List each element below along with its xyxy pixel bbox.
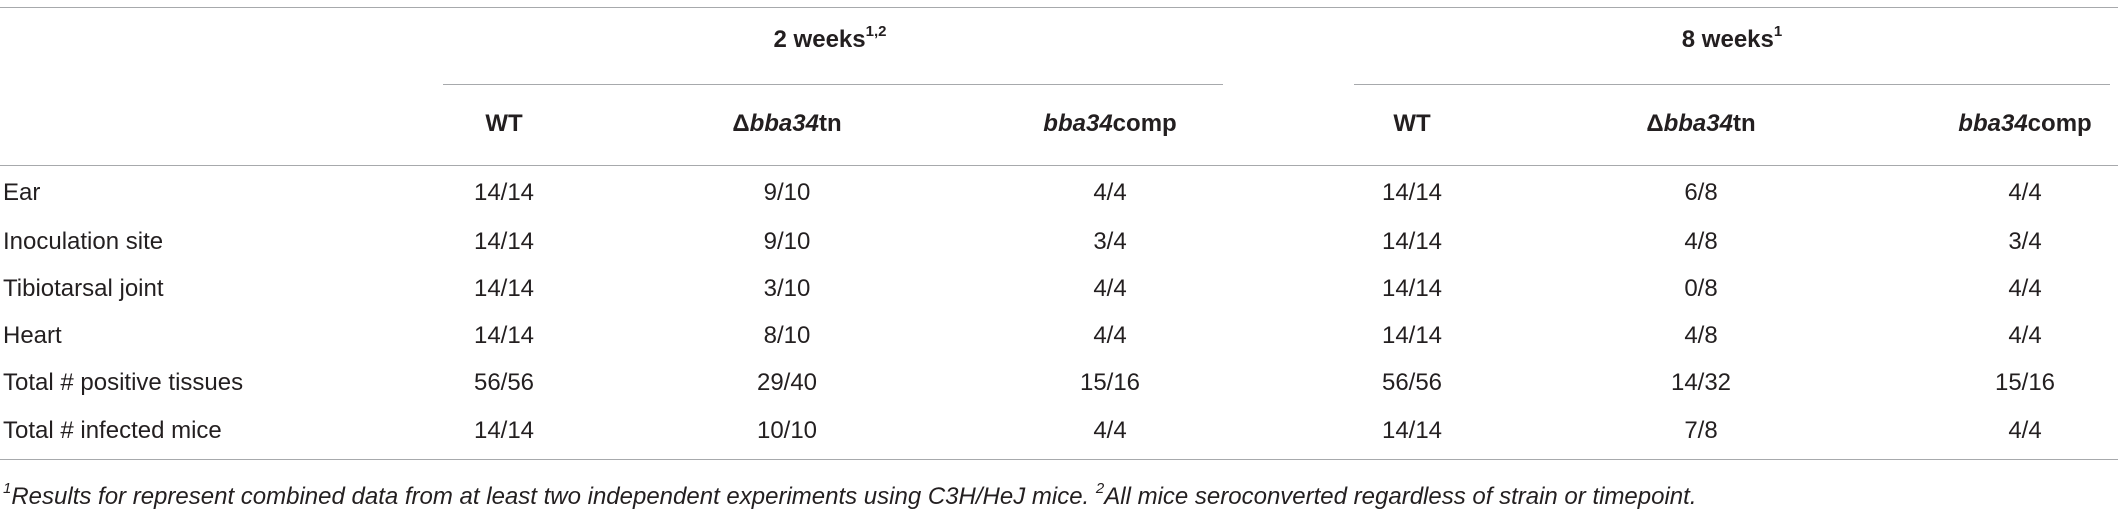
cell: 14/14 bbox=[473, 417, 535, 444]
cell: 14/14 bbox=[473, 322, 535, 349]
row-label: Inoculation site bbox=[3, 228, 164, 255]
cell: 14/14 bbox=[473, 179, 535, 206]
column-header: WT bbox=[1393, 109, 1430, 139]
footnote-text: Results for represent combined data from… bbox=[11, 483, 1096, 510]
cell: 4/4 bbox=[2008, 322, 2042, 349]
cell: 14/14 bbox=[1381, 322, 1443, 349]
header-rule bbox=[0, 165, 2118, 166]
cell: 14/14 bbox=[473, 228, 535, 255]
column-header: WT bbox=[485, 109, 522, 139]
cell: 0/8 bbox=[1684, 275, 1718, 302]
row-label: Heart bbox=[3, 322, 62, 349]
group-underline bbox=[1354, 84, 2110, 85]
cell: 4/4 bbox=[1093, 417, 1127, 444]
cell: 56/56 bbox=[473, 369, 535, 396]
row-label: Tibiotarsal joint bbox=[3, 275, 164, 302]
cell: 29/40 bbox=[756, 369, 818, 396]
group-sup: 1 bbox=[1773, 23, 1783, 40]
footnote-mark: 1 bbox=[3, 480, 12, 497]
cell: 7/8 bbox=[1684, 417, 1718, 444]
cell: 4/4 bbox=[2008, 417, 2042, 444]
header-part: comp bbox=[2027, 110, 2092, 137]
cell: 15/16 bbox=[1079, 369, 1141, 396]
cell: 15/16 bbox=[1994, 369, 2056, 396]
group-label: 2 weeks bbox=[773, 26, 866, 53]
cell: 14/14 bbox=[1381, 417, 1443, 444]
header-part: tn bbox=[818, 110, 842, 137]
row-label: Ear bbox=[3, 179, 41, 206]
bottom-rule bbox=[0, 459, 2118, 460]
cell: 10/10 bbox=[756, 417, 818, 444]
cell: 9/10 bbox=[763, 228, 811, 255]
row-label: Total # infected mice bbox=[3, 417, 222, 444]
column-header: Δbba34tn bbox=[1646, 109, 1755, 139]
header-part: bba34 bbox=[1663, 110, 1733, 137]
cell: 9/10 bbox=[763, 179, 811, 206]
header-part: bba34 bbox=[1043, 110, 1113, 137]
group-underline bbox=[443, 84, 1223, 85]
column-header: Δbba34tn bbox=[732, 109, 841, 139]
cell: 14/32 bbox=[1670, 369, 1732, 396]
cell: 4/8 bbox=[1684, 228, 1718, 255]
cell: 14/14 bbox=[1381, 275, 1443, 302]
cell: 4/4 bbox=[1093, 275, 1127, 302]
header-part: WT bbox=[1393, 110, 1431, 137]
group-header: 2 weeks1,2 bbox=[773, 23, 887, 55]
footnote: 1Results for represent combined data fro… bbox=[3, 480, 1697, 511]
cell: 14/14 bbox=[473, 275, 535, 302]
footnote-mark: 2 bbox=[1095, 480, 1105, 497]
cell: 3/4 bbox=[1093, 228, 1127, 255]
column-header: bba34comp bbox=[1958, 109, 2091, 139]
cell: 3/10 bbox=[763, 275, 811, 302]
cell: 4/8 bbox=[1684, 322, 1718, 349]
group-sup: 1,2 bbox=[865, 23, 887, 40]
cell: 4/4 bbox=[1093, 179, 1127, 206]
cell: 4/4 bbox=[1093, 322, 1127, 349]
header-part: comp bbox=[1112, 110, 1177, 137]
header-part: bba34 bbox=[749, 110, 819, 137]
top-rule bbox=[0, 7, 2118, 8]
column-header: bba34comp bbox=[1043, 109, 1176, 139]
header-part: Δ bbox=[732, 110, 750, 137]
group-label: 8 weeks bbox=[1681, 26, 1774, 53]
footnote-text: All mice seroconverted regardless of str… bbox=[1104, 483, 1697, 510]
header-part: bba34 bbox=[1958, 110, 2028, 137]
cell: 4/4 bbox=[2008, 179, 2042, 206]
header-part: WT bbox=[485, 110, 523, 137]
cell: 56/56 bbox=[1381, 369, 1443, 396]
cell: 3/4 bbox=[2008, 228, 2042, 255]
cell: 14/14 bbox=[1381, 228, 1443, 255]
group-header: 8 weeks1 bbox=[1681, 23, 1783, 55]
row-label: Total # positive tissues bbox=[3, 369, 244, 396]
cell: 8/10 bbox=[763, 322, 811, 349]
header-part: tn bbox=[1732, 110, 1756, 137]
header-part: Δ bbox=[1646, 110, 1664, 137]
cell: 14/14 bbox=[1381, 179, 1443, 206]
cell: 4/4 bbox=[2008, 275, 2042, 302]
cell: 6/8 bbox=[1684, 179, 1718, 206]
